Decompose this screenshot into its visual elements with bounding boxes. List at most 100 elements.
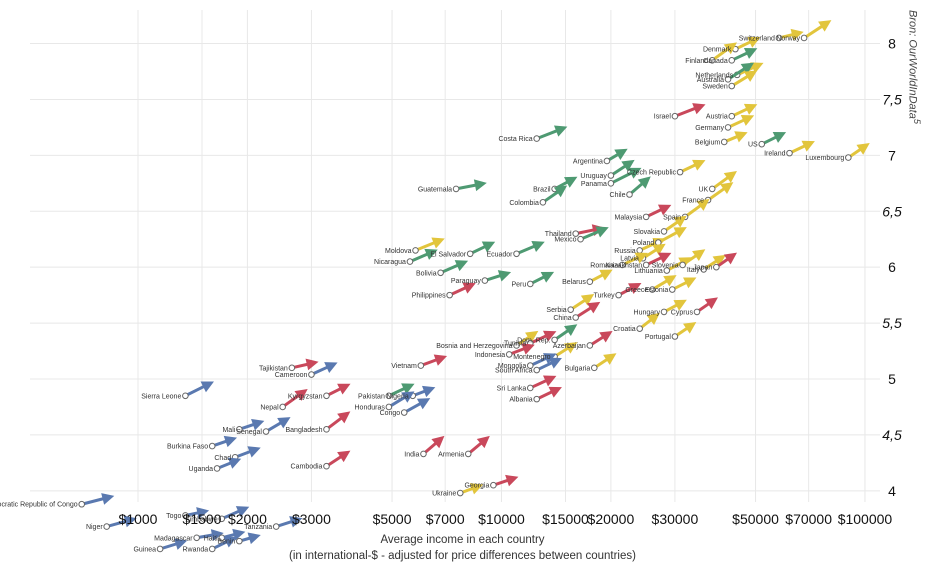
country-arrow xyxy=(464,435,490,458)
country-arrow xyxy=(208,435,238,450)
arrow-head xyxy=(337,411,351,424)
country-label: Tunisia xyxy=(504,341,526,348)
country-label: Panama xyxy=(581,181,607,188)
arrow-head xyxy=(790,28,804,41)
start-marker xyxy=(412,247,419,254)
country-label: Denmark xyxy=(703,47,732,54)
arrow-head xyxy=(637,176,651,189)
arrow-head xyxy=(683,321,697,334)
country-label: Mongolia xyxy=(498,363,527,370)
arrow-shaft xyxy=(183,384,207,398)
country-label: Haiti xyxy=(204,535,218,542)
country-arrow xyxy=(693,297,718,316)
country-arrow xyxy=(262,417,291,435)
x-tick-label: $50000 xyxy=(732,511,779,527)
country-label: Mali xyxy=(222,427,235,434)
start-marker xyxy=(671,333,679,340)
start-marker xyxy=(385,392,393,400)
start-marker xyxy=(775,34,783,42)
start-marker xyxy=(642,261,650,269)
y-axis-ticks: 4 4,5 5 5,5 6 6,5 7 7,5 8 xyxy=(882,36,902,499)
start-marker xyxy=(728,82,736,90)
start-marker xyxy=(526,280,534,288)
arrow-head xyxy=(531,240,545,253)
country-label: Greece xyxy=(625,287,648,294)
country-arrow xyxy=(636,312,660,332)
country-arrow xyxy=(775,28,804,42)
arrow-head xyxy=(564,176,578,188)
start-marker xyxy=(539,199,547,206)
country-arrow xyxy=(577,226,609,243)
country-arrow xyxy=(615,283,642,299)
country-arrow xyxy=(417,354,448,369)
start-marker xyxy=(708,185,716,193)
country-label: Albania xyxy=(509,397,532,404)
start-marker xyxy=(182,512,189,519)
x-tick-label: $70000 xyxy=(785,511,832,527)
country-label: Zimbabwe xyxy=(185,516,217,523)
country-label: UK xyxy=(698,186,708,193)
y-tick-label: 6,5 xyxy=(882,203,902,219)
start-marker xyxy=(713,263,720,271)
arrow-head xyxy=(251,419,265,431)
start-marker xyxy=(272,523,280,530)
country-arrow xyxy=(182,381,214,400)
country-label: Japan xyxy=(693,265,712,272)
arrow-head xyxy=(433,354,448,366)
arrow-head xyxy=(720,182,734,194)
arrow-head xyxy=(210,529,224,541)
country-arrow xyxy=(466,241,496,258)
start-marker xyxy=(213,465,221,472)
x-tick-label: $1000 xyxy=(119,511,158,527)
start-marker xyxy=(505,351,513,358)
start-marker xyxy=(513,250,520,258)
country-arrow xyxy=(642,204,672,221)
country-label: Luxembourg xyxy=(805,155,844,162)
country-label: Nepal xyxy=(260,404,279,411)
country-label: Austria xyxy=(706,114,728,121)
arrow-head xyxy=(543,330,557,342)
arrow-head xyxy=(818,20,832,32)
country-label: Uruguay xyxy=(580,173,607,180)
country-arrow xyxy=(456,483,484,497)
country-label: Canada xyxy=(703,58,728,65)
x-tick-label: $15000 xyxy=(542,511,589,527)
arrow-shaft xyxy=(281,393,302,409)
arrow-head xyxy=(595,226,609,238)
country-arrow xyxy=(533,386,562,403)
country-arrow xyxy=(323,383,351,400)
arrow-head xyxy=(174,538,188,550)
country-arrow xyxy=(539,185,568,206)
start-marker xyxy=(586,278,594,286)
start-marker xyxy=(533,366,541,374)
country-arrow xyxy=(758,132,787,148)
start-marker xyxy=(490,481,497,489)
start-marker xyxy=(156,545,164,553)
country-label: Serbia xyxy=(546,307,566,314)
arrow-shaft xyxy=(515,244,538,256)
x-tick-label: $30000 xyxy=(652,511,699,527)
arrow-head xyxy=(743,47,758,59)
arrow-shaft xyxy=(706,186,727,202)
country-arrow xyxy=(713,252,737,271)
arrow-head xyxy=(723,170,737,183)
start-marker xyxy=(323,426,330,433)
country-arrow xyxy=(728,47,758,64)
start-marker xyxy=(676,168,684,176)
arrow-head xyxy=(223,435,238,448)
start-marker xyxy=(323,392,330,400)
country-arrow xyxy=(720,131,748,146)
country-label: Ecuador xyxy=(486,251,513,258)
arrow-head xyxy=(543,375,557,387)
arrow-shaft xyxy=(683,203,704,219)
arrow-head xyxy=(586,301,601,314)
start-marker xyxy=(103,523,110,530)
country-label: Azerbaijan xyxy=(553,343,586,350)
arrow-head xyxy=(431,237,445,249)
start-marker xyxy=(724,124,732,131)
arrow-head xyxy=(289,516,303,528)
country-label: Bosnia and Herzegovina xyxy=(436,343,512,350)
country-label: Italy xyxy=(687,267,700,274)
y-tick-label: 4 xyxy=(888,483,896,499)
country-label: Burkina Faso xyxy=(167,444,208,451)
